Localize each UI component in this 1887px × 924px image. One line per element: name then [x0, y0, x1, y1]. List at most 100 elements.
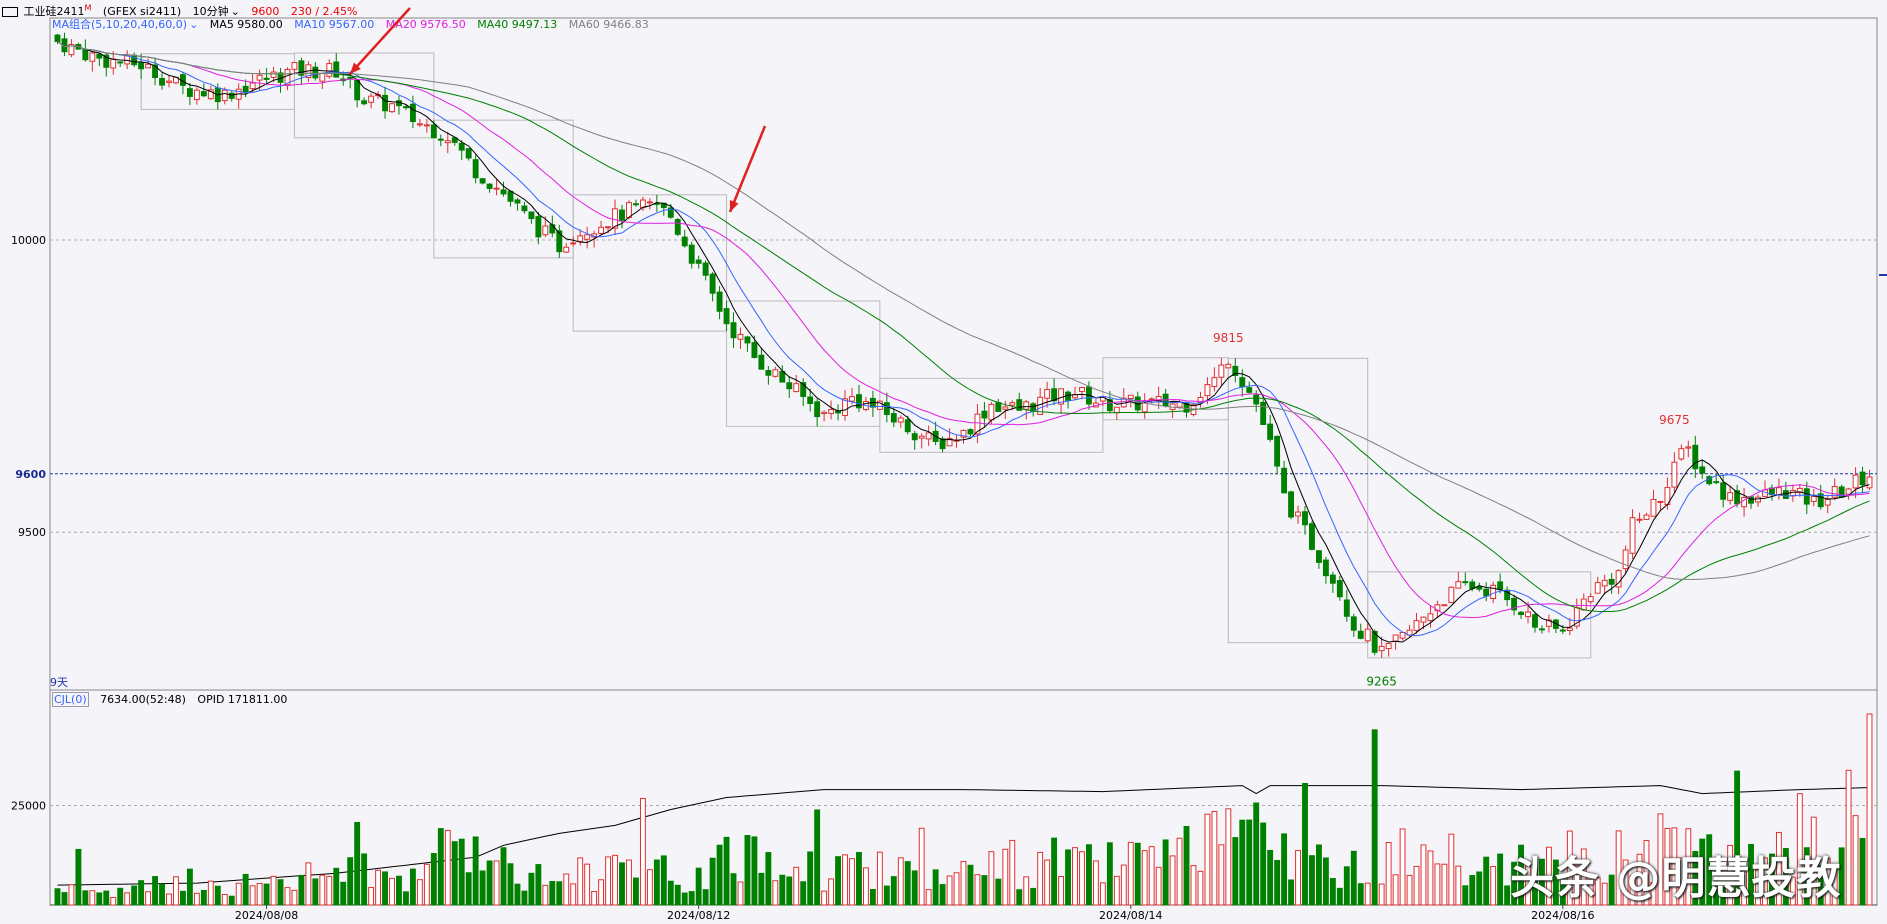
volume-bar-228 — [1643, 840, 1650, 906]
candle-94 — [709, 272, 716, 302]
volume-indicator-label[interactable]: CJL(0) — [52, 692, 89, 707]
volume-bar-63 — [493, 860, 500, 906]
candle-178 — [1295, 505, 1301, 524]
volume-bar-255 — [1831, 864, 1838, 906]
candle-102 — [765, 365, 772, 385]
candle-16 — [166, 74, 172, 88]
candle-130 — [960, 429, 967, 444]
price-tick-label-0: 10000 — [11, 234, 46, 247]
grid-lines — [50, 239, 1877, 806]
candle-213 — [1539, 625, 1545, 634]
candle-226 — [1629, 509, 1636, 559]
candle-5 — [89, 51, 96, 72]
candle-103 — [772, 366, 779, 378]
date-label-0: 2024/08/08 — [235, 909, 298, 922]
candle-70 — [542, 216, 549, 238]
candle-1 — [61, 32, 68, 57]
candle-95 — [716, 286, 723, 320]
candle-20 — [193, 87, 200, 105]
ma40-value: MA40 9497.13 — [477, 18, 558, 31]
volume-bar-230 — [1657, 813, 1664, 906]
volume-bar-54 — [430, 853, 437, 906]
volume-bar-197 — [1427, 850, 1434, 906]
volume-bar-198 — [1434, 863, 1441, 906]
volume-bar-118 — [876, 851, 883, 906]
volume-bar-110 — [821, 890, 828, 906]
candle-229 — [1650, 489, 1657, 517]
volume-bar-11 — [131, 885, 138, 906]
ma-group-selector[interactable]: MA组合(5,10,20,40,60,0) ⌄ — [52, 18, 198, 31]
candle-105 — [786, 375, 793, 398]
volume-bar-46 — [375, 869, 382, 906]
volume-bar-214 — [1545, 846, 1552, 906]
volume-bar-37 — [312, 878, 319, 906]
volume-bar-219 — [1580, 848, 1587, 906]
candle-104 — [779, 365, 786, 383]
last-price: 9600 — [251, 4, 280, 18]
candle-242 — [1741, 487, 1748, 517]
volume-bar-232 — [1671, 827, 1678, 906]
candle-110 — [821, 410, 828, 422]
candle-237 — [1706, 474, 1713, 486]
candle-127 — [939, 436, 946, 453]
volume-bar-211 — [1525, 865, 1531, 906]
candle-173 — [1260, 394, 1267, 425]
volume-bar-34 — [291, 889, 298, 906]
candle-164 — [1197, 391, 1204, 408]
candle-97 — [730, 312, 737, 349]
period-selector[interactable]: 10分钟 ⌄ — [193, 5, 240, 18]
volume-bar-175 — [1274, 860, 1281, 906]
volume-bar-33 — [284, 887, 291, 906]
volume-value: 7634.00(52:48) — [100, 693, 186, 706]
volume-bar-259 — [1859, 837, 1866, 906]
candle-222 — [1601, 574, 1608, 595]
candle-181 — [1315, 550, 1322, 569]
candle-69 — [535, 212, 542, 245]
volume-bar-206 — [1490, 865, 1497, 906]
candle-254 — [1824, 494, 1831, 514]
volume-bar-141 — [1037, 851, 1044, 906]
candle-60 — [472, 154, 479, 184]
candle-61 — [479, 177, 486, 185]
volume-bar-240 — [1727, 844, 1734, 906]
volume-bar-129 — [953, 872, 960, 906]
candle-224 — [1615, 569, 1622, 595]
volume-bar-215 — [1552, 859, 1559, 906]
candle-145 — [1065, 390, 1071, 409]
window-icon[interactable] — [2, 6, 18, 17]
candle-64 — [500, 181, 507, 197]
candle-129 — [953, 435, 960, 448]
candle-184 — [1336, 576, 1343, 601]
volume-bar-100 — [751, 836, 758, 906]
volume-tick-label-0: 25000 — [11, 800, 46, 813]
ma-lines — [57, 41, 1870, 886]
volume-bar-107 — [800, 881, 807, 906]
volume-bar-21 — [200, 889, 207, 906]
candle-131 — [967, 428, 974, 437]
volume-bar-80 — [612, 854, 618, 906]
volume-bar-208 — [1504, 885, 1511, 906]
volume-bar-139 — [1023, 876, 1030, 906]
candle-187 — [1357, 623, 1364, 640]
candle-18 — [179, 72, 186, 95]
candle-119 — [883, 392, 890, 423]
volume-legend: CJL(0) 7634.00(52:48) OPID 171811.00 — [52, 692, 295, 708]
candle-175 — [1274, 435, 1281, 475]
candle-259 — [1859, 466, 1866, 493]
volume-bar-246 — [1769, 853, 1775, 906]
volume-bar-99 — [744, 835, 751, 906]
candle-122 — [904, 415, 911, 435]
candle-249 — [1789, 484, 1796, 502]
volume-bar-207 — [1497, 853, 1504, 906]
candle-108 — [807, 388, 814, 412]
volume-bar-57 — [451, 841, 458, 906]
candle-25 — [228, 91, 235, 102]
candles — [54, 32, 1873, 658]
volume-bar-192 — [1392, 874, 1399, 906]
volume-bar-181 — [1315, 844, 1322, 906]
volume-bar-112 — [835, 856, 841, 906]
symbol-sup: M — [84, 3, 92, 12]
volume-bar-38 — [319, 874, 326, 906]
volume-bar-224 — [1615, 830, 1622, 906]
